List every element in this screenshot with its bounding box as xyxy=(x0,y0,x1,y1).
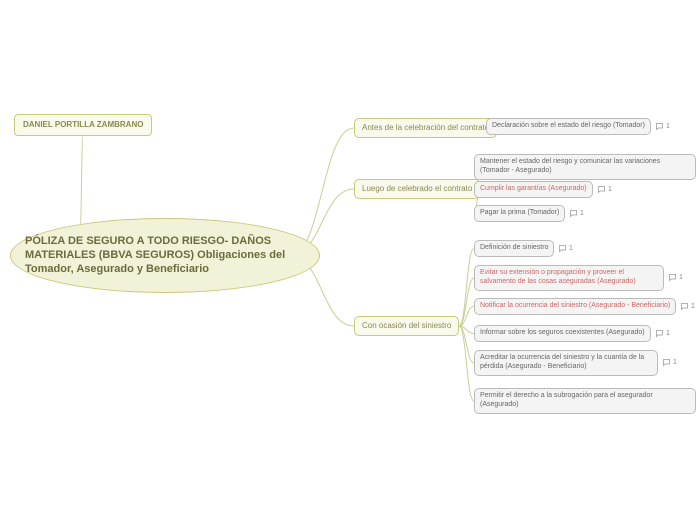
comment-badge[interactable]: 1 xyxy=(569,209,584,218)
comment-icon xyxy=(680,302,689,311)
comment-count: 1 xyxy=(679,274,683,281)
branch-node[interactable]: Luego de celebrado el contrato xyxy=(354,179,480,199)
branch-label: Antes de la celebración del contrato xyxy=(362,123,489,132)
comment-count: 1 xyxy=(666,123,670,130)
leaf-label: Mantener el estado del riesgo y comunica… xyxy=(480,158,660,174)
leaf-node[interactable]: Pagar la prima (Tomador) xyxy=(474,205,565,222)
leaf-node[interactable]: Notificar la ocurrencia del siniestro (A… xyxy=(474,298,676,315)
leaf-node[interactable]: Declaración sobre el estado del riesgo (… xyxy=(486,118,651,135)
comment-icon xyxy=(558,244,567,253)
branch-label: Luego de celebrado el contrato xyxy=(362,184,472,193)
comment-icon xyxy=(668,273,677,282)
comment-badge[interactable]: 1 xyxy=(655,122,670,131)
leaf-node[interactable]: Permitir el derecho a la subrogación par… xyxy=(474,388,696,414)
root-node[interactable]: PÓLIZA DE SEGURO A TODO RIESGO- DAÑOS MA… xyxy=(10,218,320,293)
author-label: DANIEL PORTILLA ZAMBRANO xyxy=(23,120,143,129)
branch-label: Con ocasión del siniestro xyxy=(362,321,451,330)
comment-count: 1 xyxy=(691,303,695,310)
author-node[interactable]: DANIEL PORTILLA ZAMBRANO xyxy=(14,114,152,136)
comment-badge[interactable]: 1 xyxy=(597,185,612,194)
comment-badge[interactable]: 1 xyxy=(668,273,683,282)
comment-badge[interactable]: 1 xyxy=(558,244,573,253)
leaf-label: Pagar la prima (Tomador) xyxy=(480,209,559,216)
comment-count: 1 xyxy=(569,245,573,252)
comment-icon xyxy=(597,185,606,194)
leaf-node[interactable]: Cumplir las garantías (Asegurado) xyxy=(474,181,593,198)
leaf-node[interactable]: Evitar su extensión o propagación y prov… xyxy=(474,265,664,291)
comment-badge[interactable]: 1 xyxy=(680,302,695,311)
leaf-label: Definición de siniestro xyxy=(480,244,548,251)
leaf-label: Acreditar la ocurrencia del siniestro y … xyxy=(480,354,644,370)
leaf-node[interactable]: Informar sobre los seguros coexistentes … xyxy=(474,325,651,342)
leaf-label: Informar sobre los seguros coexistentes … xyxy=(480,329,645,336)
comment-count: 1 xyxy=(673,359,677,366)
comment-badge[interactable]: 1 xyxy=(655,329,670,338)
branch-node[interactable]: Con ocasión del siniestro xyxy=(354,316,459,336)
leaf-node[interactable]: Acreditar la ocurrencia del siniestro y … xyxy=(474,350,658,376)
leaf-label: Permitir el derecho a la subrogación par… xyxy=(480,392,653,408)
branch-node[interactable]: Antes de la celebración del contrato xyxy=(354,118,497,138)
comment-count: 1 xyxy=(608,186,612,193)
root-title: PÓLIZA DE SEGURO A TODO RIESGO- DAÑOS MA… xyxy=(25,235,285,275)
comment-badge[interactable]: 1 xyxy=(662,358,677,367)
comment-count: 1 xyxy=(666,330,670,337)
leaf-label: Notificar la ocurrencia del siniestro (A… xyxy=(480,302,670,309)
comment-count: 1 xyxy=(580,210,584,217)
comment-icon xyxy=(655,122,664,131)
comment-icon xyxy=(569,209,578,218)
comment-icon xyxy=(655,329,664,338)
leaf-label: Evitar su extensión o propagación y prov… xyxy=(480,269,636,285)
leaf-node[interactable]: Mantener el estado del riesgo y comunica… xyxy=(474,154,696,180)
leaf-label: Cumplir las garantías (Asegurado) xyxy=(480,185,587,192)
comment-icon xyxy=(662,358,671,367)
leaf-node[interactable]: Definición de siniestro xyxy=(474,240,554,257)
leaf-label: Declaración sobre el estado del riesgo (… xyxy=(492,122,645,129)
